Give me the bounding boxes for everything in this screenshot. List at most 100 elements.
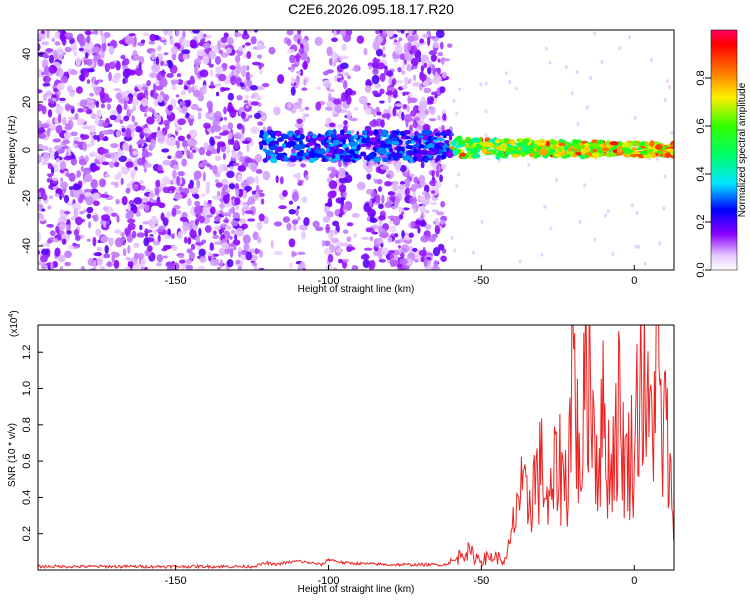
heatmap-signal-blob xyxy=(630,141,636,146)
heatmap-noise-blob xyxy=(171,52,177,61)
heatmap-noise-blob xyxy=(385,174,391,178)
heatmap-noise-blob xyxy=(220,52,229,58)
heatmap-noise-blob xyxy=(61,238,67,245)
heatmap-signal-blob xyxy=(593,152,599,160)
colorbar-label: Normalized spectral amplitude xyxy=(737,82,748,217)
heatmap-noise-blob xyxy=(118,39,127,45)
heatmap-noise-blob xyxy=(376,178,383,185)
heatmap-noise-blob xyxy=(87,258,94,266)
heatmap-noise-blob xyxy=(244,210,254,215)
x-tick-label: 0 xyxy=(631,575,637,587)
heatmap-noise-blob xyxy=(93,200,100,207)
heatmap-noise-blob xyxy=(379,232,386,238)
y-tick-label: 0 xyxy=(21,147,33,153)
heatmap-noise-blob xyxy=(297,98,303,103)
heatmap-noise-blob xyxy=(38,191,42,202)
heatmap-noise-blob xyxy=(147,245,153,253)
heatmap-noise-blob xyxy=(85,108,93,115)
heatmap-signal-blob xyxy=(558,138,565,144)
heatmap-signal-blob xyxy=(342,143,349,149)
heatmap-noise-blob xyxy=(225,188,231,193)
heatmap-noise-blob xyxy=(192,89,201,98)
heatmap-noise-blob xyxy=(431,170,435,178)
heatmap-noise-blob xyxy=(378,215,386,221)
heatmap-noise-blob xyxy=(54,31,61,39)
heatmap-noise-blob xyxy=(197,265,206,270)
heatmap-noise-blob xyxy=(381,113,391,119)
heatmap-noise-blob xyxy=(297,38,301,45)
heatmap-noise-blob xyxy=(380,119,385,128)
heatmap-signal-blob xyxy=(381,129,388,137)
heatmap-noise-blob xyxy=(198,216,206,224)
heatmap-noise-blob xyxy=(345,88,353,96)
heatmap-noise-blob xyxy=(182,221,190,232)
heatmap-noise-blob xyxy=(295,70,302,75)
heatmap-noise-blob xyxy=(394,103,404,107)
heatmap-noise-blob xyxy=(130,169,137,176)
heatmap-noise-blob xyxy=(220,202,224,211)
heatmap-noise-blob xyxy=(316,86,321,90)
heatmap-noise-blob xyxy=(87,99,96,104)
heatmap-noise-blob xyxy=(72,202,82,212)
snr-y-scale-factor: (x104) xyxy=(8,310,20,337)
heatmap-noise-blob xyxy=(86,238,91,242)
heatmap-noise-blob xyxy=(549,226,553,231)
heatmap-noise-blob xyxy=(161,69,166,79)
heatmap-noise-blob xyxy=(367,208,376,218)
heatmap-noise-blob xyxy=(389,225,397,233)
heatmap-noise-blob xyxy=(364,107,372,116)
heatmap-noise-blob xyxy=(441,71,447,79)
heatmap-noise-blob xyxy=(125,128,132,138)
heatmap-noise-blob xyxy=(59,181,69,189)
heatmap-noise-blob xyxy=(142,32,150,37)
heatmap-noise-blob xyxy=(135,125,143,133)
heatmap-noise-blob xyxy=(156,254,164,263)
heatmap-noise-blob xyxy=(286,49,295,54)
heatmap-signal-blob xyxy=(373,129,379,136)
heatmap-noise-blob xyxy=(188,251,196,260)
heatmap-noise-blob xyxy=(203,142,209,151)
heatmap-signal-blob xyxy=(317,149,326,156)
heatmap-noise-blob xyxy=(149,198,154,203)
heatmap-noise-blob xyxy=(335,75,343,79)
heatmap-noise-blob xyxy=(198,227,202,237)
heatmap-noise-blob xyxy=(141,150,150,158)
heatmap-noise-blob xyxy=(663,98,667,103)
heatmap-noise-blob xyxy=(152,240,161,246)
heatmap-noise-blob xyxy=(432,41,439,49)
heatmap-noise-blob xyxy=(77,108,84,113)
heatmap-noise-blob xyxy=(100,130,110,135)
heatmap-noise-blob xyxy=(124,227,132,236)
heatmap-signal-blob xyxy=(267,155,271,160)
heatmap-noise-blob xyxy=(187,85,192,94)
heatmap-noise-blob xyxy=(382,33,388,38)
heatmap-signal-blob xyxy=(340,129,345,135)
heatmap-noise-blob xyxy=(63,131,72,139)
heatmap-signal-blob xyxy=(440,154,447,160)
heatmap-signal-blob xyxy=(417,134,424,139)
heatmap-noise-blob xyxy=(368,65,373,70)
heatmap-noise-blob xyxy=(428,118,437,122)
heatmap-noise-blob xyxy=(159,77,168,88)
heatmap-noise-blob xyxy=(343,209,348,213)
heatmap-noise-blob xyxy=(434,71,438,82)
heatmap-noise-blob xyxy=(397,267,406,270)
heatmap-noise-blob xyxy=(202,122,211,129)
heatmap-signal-blob xyxy=(402,154,412,161)
heatmap-noise-blob xyxy=(163,30,169,36)
heatmap-noise-blob xyxy=(630,203,634,208)
heatmap-noise-blob xyxy=(365,165,373,173)
heatmap-signal-blob xyxy=(495,151,505,158)
heatmap-noise-blob xyxy=(379,100,385,104)
heatmap-noise-blob xyxy=(185,264,194,270)
heatmap-noise-blob xyxy=(353,233,357,238)
heatmap-signal-blob xyxy=(448,135,453,141)
heatmap-noise-blob xyxy=(423,62,428,69)
heatmap-signal-blob xyxy=(616,147,623,154)
heatmap-noise-blob xyxy=(236,154,241,160)
heatmap-noise-blob xyxy=(219,258,223,269)
heatmap-noise-blob xyxy=(301,231,306,240)
heatmap-noise-blob xyxy=(270,239,274,250)
heatmap-signal-blob xyxy=(580,148,586,156)
heatmap-noise-blob xyxy=(362,259,371,269)
